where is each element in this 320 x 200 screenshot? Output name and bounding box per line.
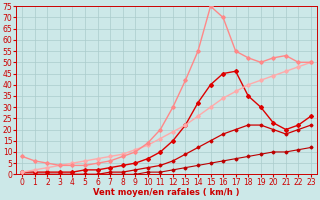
X-axis label: Vent moyen/en rafales ( km/h ): Vent moyen/en rafales ( km/h ) bbox=[93, 188, 240, 197]
